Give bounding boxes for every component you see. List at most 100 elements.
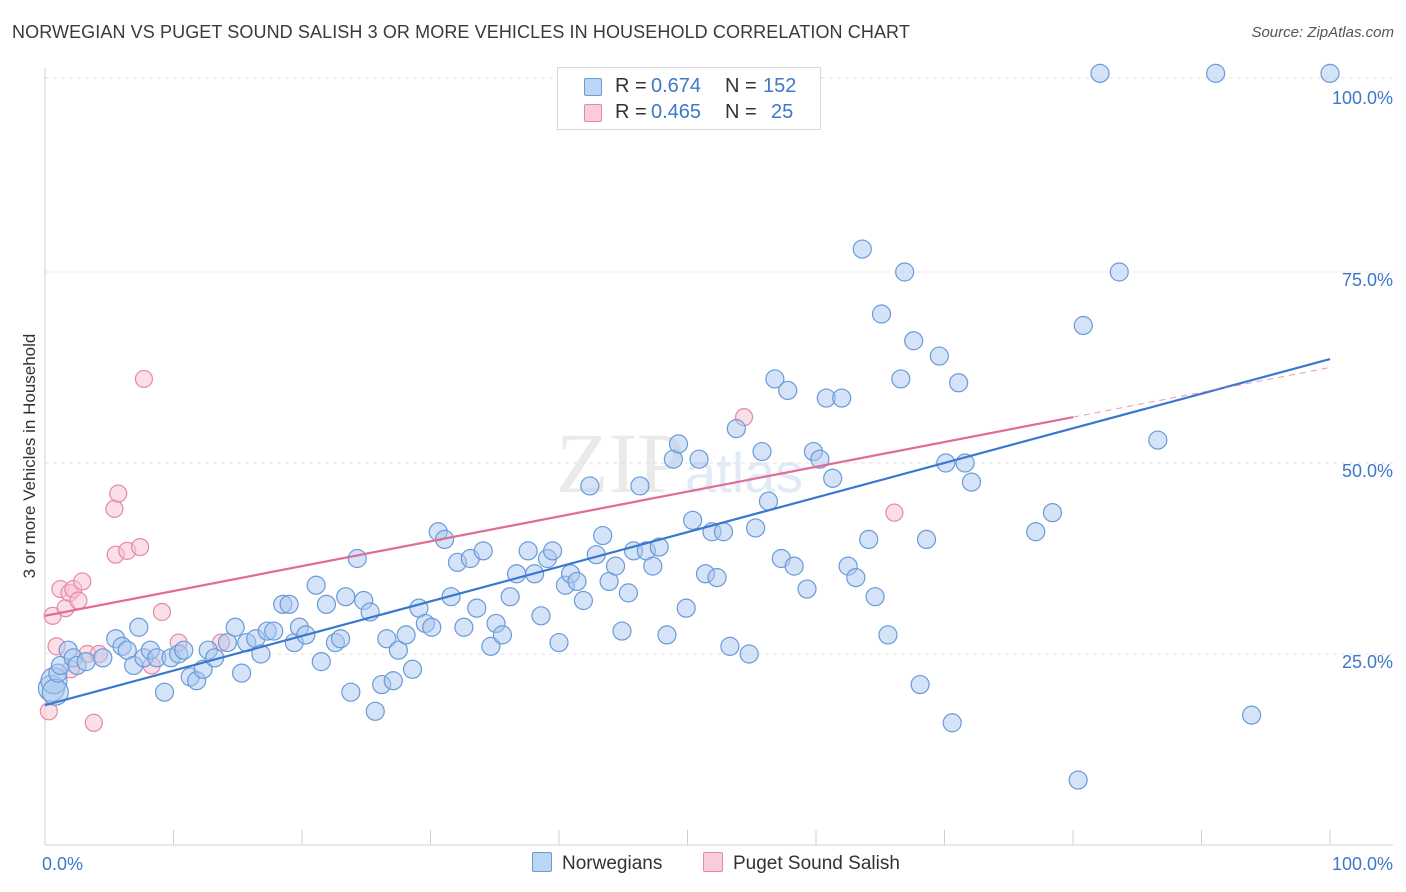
norwegian-point <box>232 663 252 683</box>
legend-row-norwegians: R = 0.674 N = 152 <box>558 75 820 101</box>
norwegian-point <box>154 682 175 702</box>
norwegian-point <box>784 556 804 576</box>
salish-point <box>84 713 103 732</box>
salish-point <box>109 484 128 503</box>
y-tick-label: 100.0% <box>1332 88 1393 108</box>
norwegian-point <box>726 419 746 439</box>
norwegian-point <box>668 434 689 454</box>
norwegian-point <box>823 468 843 488</box>
legend-r-label: R = <box>615 75 647 97</box>
salish-point <box>69 591 88 610</box>
bottom-legend-label-norwegians: Norwegians <box>562 853 663 874</box>
norwegian-point <box>129 617 149 637</box>
norwegian-point <box>778 380 798 401</box>
norwegian-point <box>1026 522 1046 542</box>
y-tick-label: 50.0% <box>1342 461 1393 481</box>
norwegian-point <box>383 671 403 691</box>
norwegian-point <box>1148 430 1168 450</box>
norwegian-point <box>388 640 408 660</box>
x-tick-label: 0.0% <box>42 854 83 874</box>
y-tick-label: 25.0% <box>1342 652 1393 672</box>
legend-row-salish: R = 0.465 N = 25 <box>558 101 820 127</box>
norwegian-point <box>865 587 885 607</box>
norwegian-point <box>707 567 727 588</box>
norwegian-point <box>871 304 892 324</box>
bottom-legend-swatch-norwegians <box>532 852 552 872</box>
norwegian-point <box>797 579 817 599</box>
chart-title: NORWEGIAN VS PUGET SOUND SALISH 3 OR MOR… <box>12 22 910 42</box>
x-tick-label: 100.0% <box>1332 854 1393 874</box>
y-axis-label: 3 or more Vehicles in Household <box>20 333 39 579</box>
norwegian-point <box>396 625 416 645</box>
norwegian-point <box>217 632 238 653</box>
norwegian-point <box>593 525 613 546</box>
norwegian-point <box>473 541 493 561</box>
bottom-legend-swatch-salish <box>703 852 723 872</box>
norwegian-point <box>1073 315 1093 336</box>
legend-swatch-norwegians <box>584 78 602 96</box>
norwegian-point <box>365 701 385 721</box>
norwegian-point <box>341 682 361 702</box>
norwegian-point <box>657 625 677 645</box>
legend-n-value: 152 <box>763 75 797 97</box>
norwegian-point <box>929 346 949 366</box>
norwegian-point <box>481 636 501 656</box>
norwegian-point <box>264 621 284 641</box>
norwegian-point <box>689 449 709 469</box>
norwegian-point <box>251 644 271 664</box>
norwegian-point <box>916 529 937 550</box>
norwegian-point <box>225 617 245 637</box>
salish-point <box>885 503 904 522</box>
norwegian-point <box>573 590 594 611</box>
legend-r-value: 0.674 <box>651 75 702 97</box>
norwegian-point <box>76 652 96 672</box>
norwegian-point <box>316 594 337 614</box>
norwegian-point <box>347 548 367 569</box>
norwegian-point <box>336 587 356 607</box>
norwegian-point <box>832 388 852 408</box>
norwegian-point <box>752 441 772 462</box>
norwegian-point <box>1090 63 1110 83</box>
bottom-legend-label-salish: Puget Sound Salish <box>733 853 900 874</box>
salish-trend-extension <box>1072 367 1331 418</box>
legend-r-value: 0.465 <box>651 101 702 123</box>
norwegian-point <box>531 606 551 626</box>
norwegian-point <box>810 449 830 469</box>
norwegian-point <box>467 598 487 618</box>
norwegian-point <box>895 262 915 282</box>
norwegian-point <box>720 636 740 656</box>
norwegian-point <box>454 617 474 637</box>
norwegian-points <box>37 63 1340 790</box>
grid-lines <box>45 77 1393 655</box>
norwegian-point <box>422 617 442 637</box>
salish-trend-line <box>44 416 1074 617</box>
norwegian-point <box>746 518 766 538</box>
norwegian-point <box>549 632 569 653</box>
salish-point <box>105 499 124 518</box>
norwegian-point <box>852 239 872 259</box>
norwegian-point <box>649 537 669 557</box>
norwegian-point <box>580 476 600 496</box>
trend-lines <box>44 358 1331 707</box>
norwegian-point <box>492 625 513 645</box>
norwegian-point <box>500 587 520 607</box>
norwegian-point <box>1320 63 1340 83</box>
norwegian-trend-line <box>44 358 1331 707</box>
norwegian-point <box>683 510 703 530</box>
norwegian-point <box>739 644 759 664</box>
y-tick-label: 75.0% <box>1342 270 1393 290</box>
norwegian-point <box>910 674 930 695</box>
norwegian-point <box>630 476 650 496</box>
norwegian-point <box>518 541 538 561</box>
legend-n-label: N = <box>725 101 757 123</box>
norwegian-point <box>859 529 879 550</box>
norwegian-point <box>605 556 626 576</box>
norwegian-point <box>377 629 397 649</box>
norwegian-point <box>542 541 563 561</box>
norwegian-point <box>942 713 962 733</box>
bottom-legend-norwegians: Norwegians <box>532 852 662 875</box>
norwegian-point <box>961 472 982 492</box>
norwegian-point <box>758 491 779 511</box>
norwegian-point <box>949 373 969 393</box>
